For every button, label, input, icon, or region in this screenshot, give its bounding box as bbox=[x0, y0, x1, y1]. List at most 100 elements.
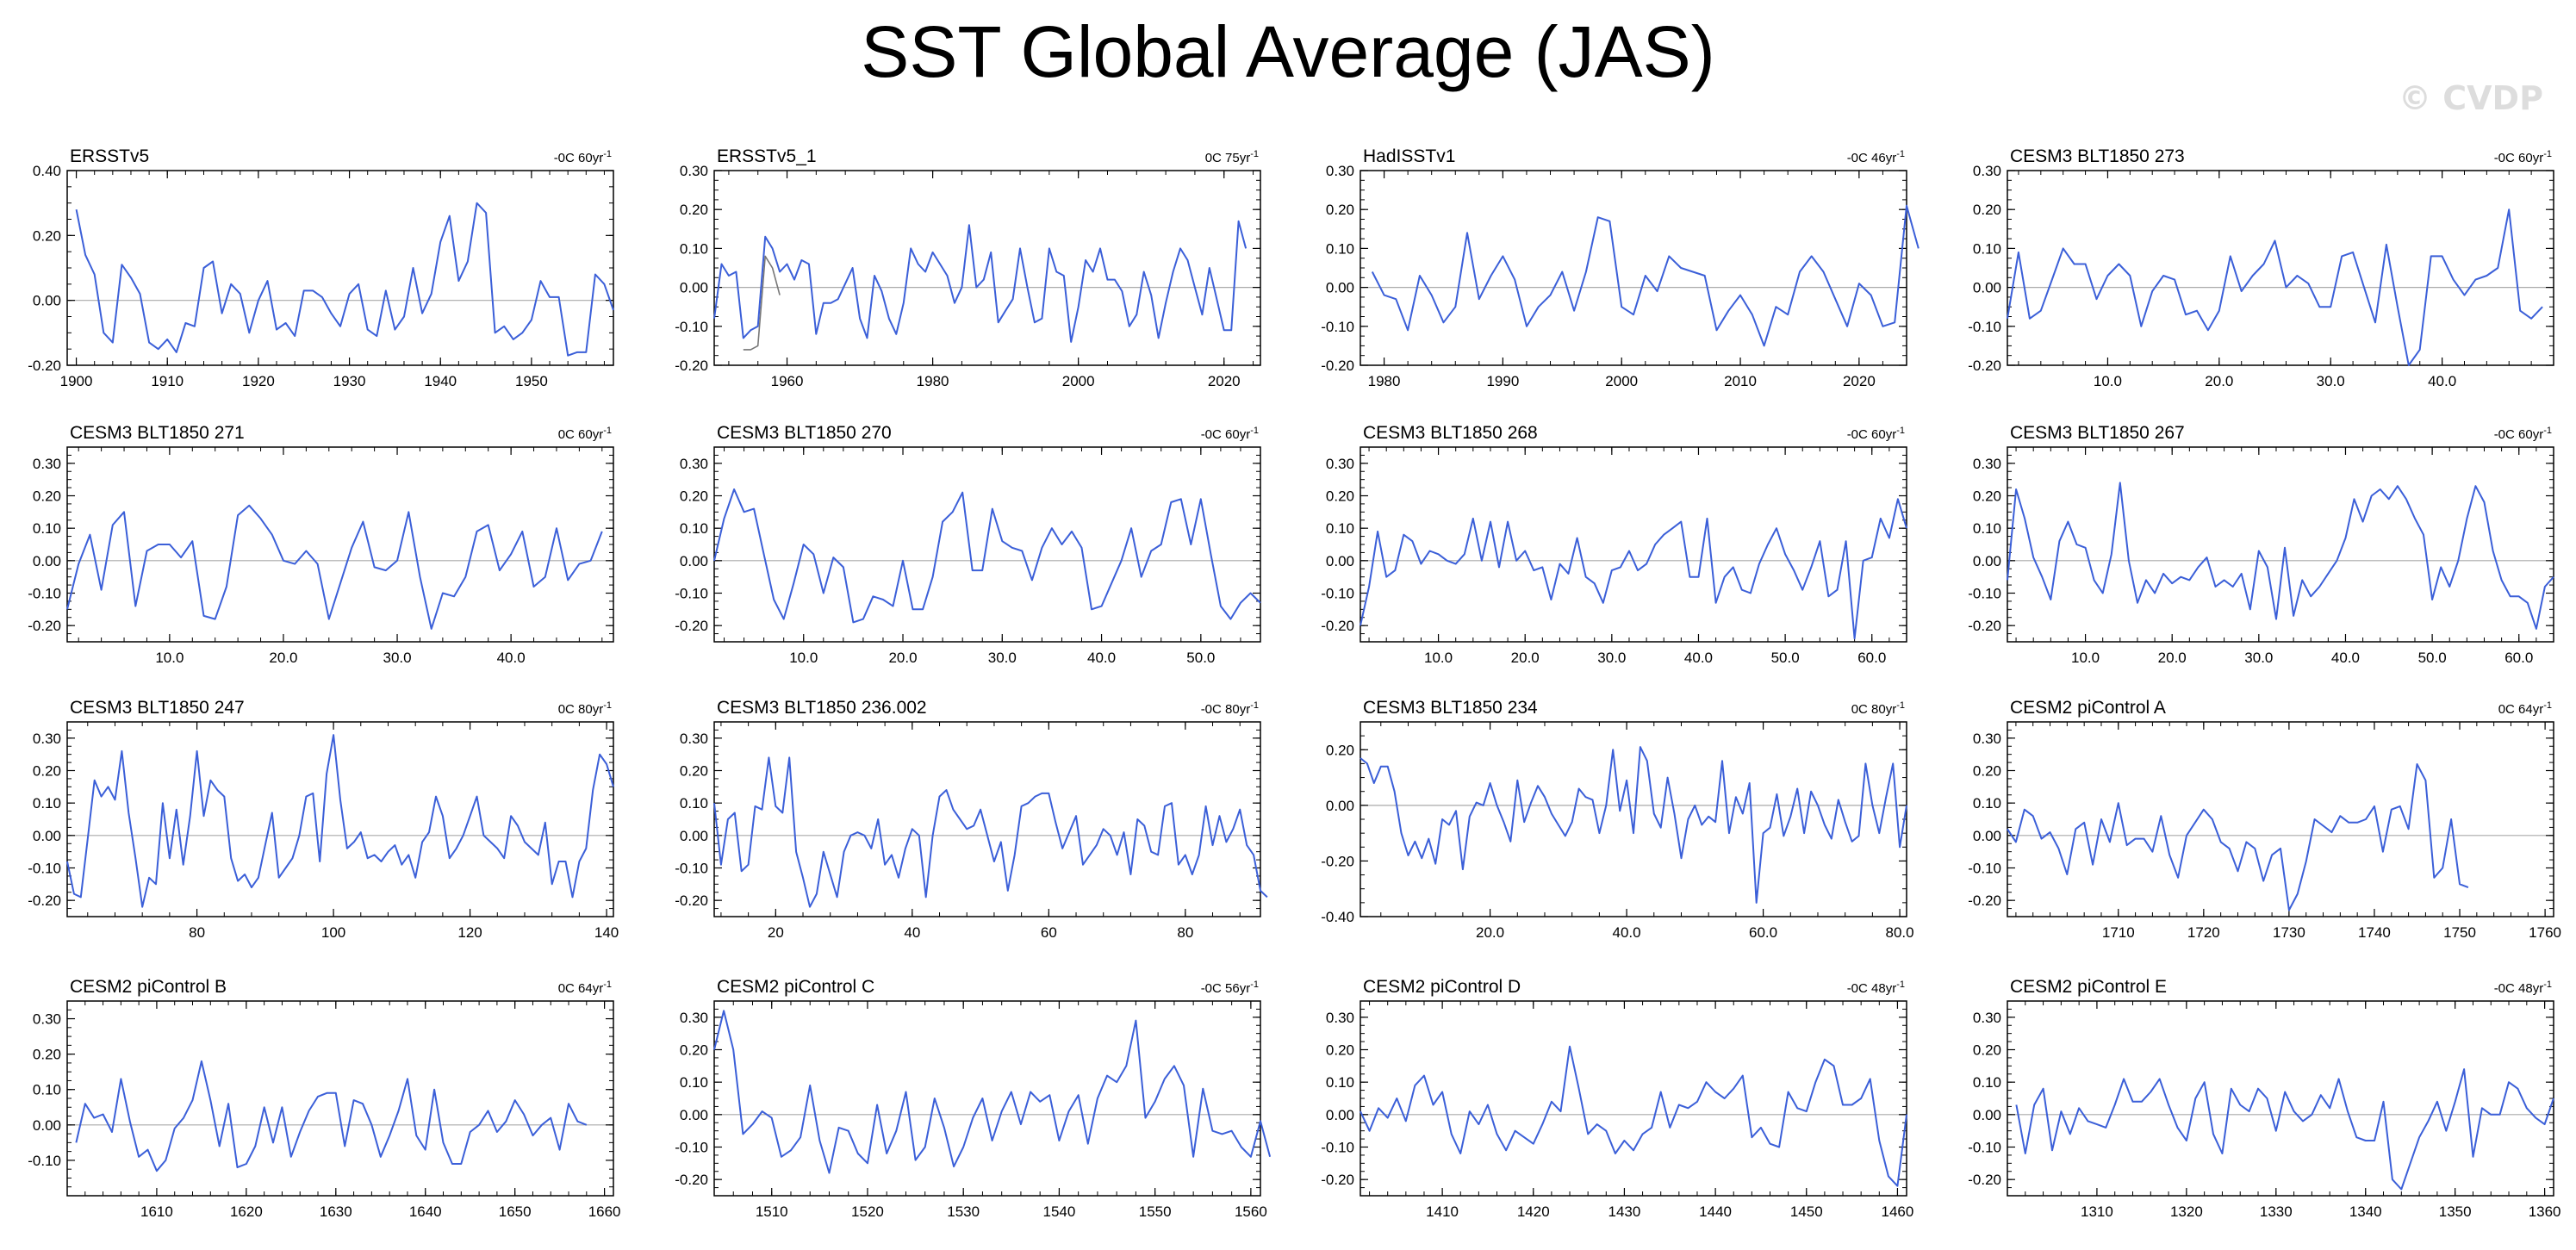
y-tick-label: 0.00 bbox=[1326, 1107, 1354, 1123]
x-tick-label: 80.0 bbox=[1886, 924, 1914, 941]
y-tick-label: 0.20 bbox=[680, 763, 708, 780]
trend-label: -0C 60yr-1 bbox=[554, 149, 612, 165]
y-tick-label: 0.20 bbox=[33, 763, 61, 780]
y-tick-label: 0.00 bbox=[1326, 280, 1354, 296]
y-tick-label: 0.30 bbox=[1973, 163, 2001, 179]
y-tick-label: 0.20 bbox=[1326, 742, 1354, 758]
panel-title: CESM2 piControl B bbox=[70, 977, 227, 997]
plot-frame bbox=[1360, 1000, 1907, 1197]
x-tick-label: 50.0 bbox=[1771, 650, 1800, 666]
y-tick-label: -0.20 bbox=[1968, 892, 2001, 909]
chart-panel: -0.20 -0.10 0.00 0.10 0.20 0.30 1510 1520 1530 15… bbox=[675, 977, 1272, 1220]
y-tick-label: 0.20 bbox=[1973, 1042, 2001, 1059]
y-tick-label: -0.10 bbox=[675, 1140, 708, 1156]
x-tick-label: 1710 bbox=[2102, 924, 2135, 941]
x-tick-label: 60.0 bbox=[1749, 924, 1777, 941]
trend-label: 0C 80yr-1 bbox=[1851, 700, 1905, 717]
y-tick-label: 0.30 bbox=[1973, 1010, 2001, 1026]
plot-frame bbox=[713, 721, 1261, 917]
series-line bbox=[75, 202, 614, 357]
trend-label: -0C 48yr-1 bbox=[2494, 979, 2552, 996]
plot-frame bbox=[2007, 170, 2554, 366]
x-tick-label: 1530 bbox=[947, 1203, 980, 1220]
y-tick-label: 0.30 bbox=[33, 731, 61, 747]
y-tick-label: 0.40 bbox=[33, 163, 61, 179]
x-tick-label: 50.0 bbox=[1186, 650, 1215, 666]
plot-frame bbox=[66, 1000, 614, 1197]
trend-label: -0C 60yr-1 bbox=[1847, 426, 1905, 442]
series-line bbox=[743, 255, 781, 351]
panel-title: ERSSTv5 bbox=[70, 146, 149, 166]
plot-frame bbox=[2007, 1000, 2554, 1197]
y-tick-label: -0.20 bbox=[1321, 853, 1354, 869]
y-tick-label: -0.10 bbox=[675, 861, 708, 877]
panel-title: CESM3 BLT1850 271 bbox=[70, 423, 245, 443]
chart-panel: -0.20 -0.10 0.00 0.10 0.20 0.30 1310 1320 1330 13… bbox=[1968, 977, 2560, 1220]
chart-panel: -0.20 -0.10 0.00 0.10 0.20 0.30 10.0 20.0 30.0 40… bbox=[675, 423, 1261, 666]
series-line bbox=[1360, 1045, 1907, 1187]
x-tick-label: 1430 bbox=[1608, 1203, 1641, 1220]
x-tick-label: 100 bbox=[321, 924, 345, 941]
series-line bbox=[1360, 746, 1907, 904]
y-tick-label: -0.10 bbox=[1968, 1140, 2001, 1156]
x-tick-label: 30.0 bbox=[1597, 650, 1626, 666]
series-line bbox=[2007, 208, 2543, 366]
y-tick-label: -0.10 bbox=[1968, 319, 2001, 335]
panel-title: ERSSTv5_1 bbox=[717, 146, 817, 166]
y-tick-label: -0.20 bbox=[675, 358, 708, 374]
x-tick-label: 60.0 bbox=[1857, 650, 1886, 666]
series-line bbox=[1360, 498, 1907, 640]
y-tick-label: 0.30 bbox=[1326, 1010, 1354, 1026]
page-title: SST Global Average (JAS) bbox=[861, 11, 1715, 92]
chart-panel: -0.10 0.00 0.10 0.20 0.30 1610 1620 1630 1640 165… bbox=[28, 977, 620, 1220]
series-line bbox=[2007, 763, 2469, 911]
y-tick-label: -0.10 bbox=[675, 586, 708, 602]
x-tick-label: 1440 bbox=[1699, 1203, 1732, 1220]
y-tick-label: -0.10 bbox=[28, 1153, 61, 1169]
x-tick-label: 1660 bbox=[588, 1203, 621, 1220]
y-tick-label: -0.10 bbox=[28, 861, 61, 877]
panel-title: CESM3 BLT1850 234 bbox=[1363, 698, 1538, 718]
x-tick-label: 1450 bbox=[1790, 1203, 1823, 1220]
y-tick-label: -0.10 bbox=[28, 586, 61, 602]
trend-label: 0C 75yr-1 bbox=[1205, 149, 1259, 165]
chart-panel: -0.20 -0.10 0.00 0.10 0.20 0.30 1980 1990 2000 20… bbox=[1321, 146, 1920, 389]
plot-frame bbox=[2007, 446, 2554, 643]
chart-panel: -0.20 0.00 0.20 0.40 1900 1910 1920 1930 1940 195… bbox=[28, 146, 614, 389]
x-tick-label: 20.0 bbox=[2158, 650, 2187, 666]
y-tick-label: 0.10 bbox=[33, 795, 61, 812]
x-tick-label: 1310 bbox=[2081, 1203, 2113, 1220]
y-tick-label: -0.20 bbox=[1321, 358, 1354, 374]
y-tick-label: -0.20 bbox=[675, 892, 708, 909]
x-tick-label: 30.0 bbox=[2317, 373, 2345, 389]
chart-panel: -0.20 -0.10 0.00 0.10 0.20 0.30 20 40 60 80 CESM3 … bbox=[675, 698, 1268, 941]
y-tick-label: 0.20 bbox=[1326, 488, 1354, 505]
chart-panel: -0.20 -0.10 0.00 0.10 0.20 0.30 10.0 20.0 30.0 40… bbox=[1321, 423, 1907, 666]
x-tick-label: 2000 bbox=[1605, 373, 1638, 389]
y-tick-label: -0.40 bbox=[1321, 909, 1354, 925]
y-tick-label: 0.30 bbox=[33, 1011, 61, 1028]
x-tick-label: 1940 bbox=[424, 373, 457, 389]
y-tick-label: 0.20 bbox=[680, 1042, 708, 1059]
x-tick-label: 1460 bbox=[1882, 1203, 1914, 1220]
series-line bbox=[75, 1060, 588, 1172]
x-tick-label: 60 bbox=[1041, 924, 1057, 941]
trend-label: -0C 60yr-1 bbox=[1201, 426, 1259, 442]
x-tick-label: 1720 bbox=[2187, 924, 2220, 941]
trend-label: 0C 64yr-1 bbox=[558, 979, 612, 996]
x-tick-label: 1410 bbox=[1426, 1203, 1459, 1220]
y-tick-label: 0.10 bbox=[1326, 1074, 1354, 1091]
y-tick-label: -0.20 bbox=[28, 618, 61, 634]
plot-frame bbox=[713, 1000, 1261, 1197]
y-tick-label: -0.20 bbox=[28, 358, 61, 374]
y-tick-label: -0.10 bbox=[1968, 586, 2001, 602]
x-tick-label: 1740 bbox=[2358, 924, 2391, 941]
x-tick-label: 40.0 bbox=[1087, 650, 1116, 666]
y-tick-label: -0.20 bbox=[1968, 358, 2001, 374]
x-tick-label: 1420 bbox=[1517, 1203, 1550, 1220]
x-tick-label: 1960 bbox=[771, 373, 804, 389]
series-line bbox=[1371, 204, 1920, 347]
x-tick-label: 140 bbox=[594, 924, 619, 941]
x-tick-label: 1650 bbox=[499, 1203, 532, 1220]
